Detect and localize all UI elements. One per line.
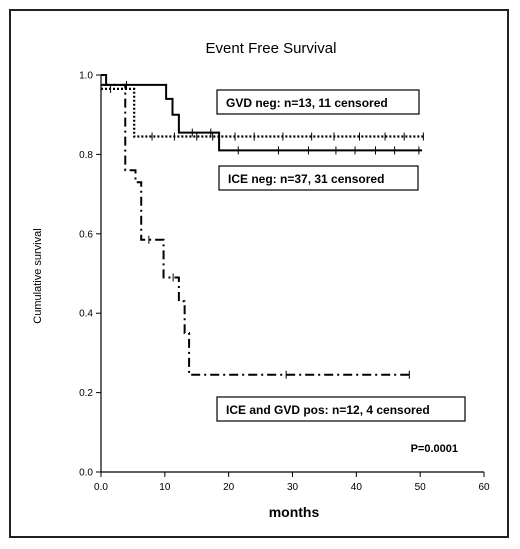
x-tick-label: 30	[287, 482, 299, 493]
axes: 0.0 10 20 30 40 50 60 0.0 0.2 0.4 0.6 0.8 1.0	[79, 71, 490, 494]
p-value: P=0.0001	[411, 443, 458, 455]
x-tick-label: 0.0	[94, 482, 108, 493]
survival-curve-dashdot	[101, 83, 410, 376]
legend-text-pos: ICE and GVD pos: n=12, 4 censored	[226, 403, 430, 417]
y-axis-label: Cumulative survival	[32, 228, 44, 323]
x-tick-label: 20	[223, 482, 235, 493]
survival-curve-dotted	[101, 87, 424, 138]
legend-box-pos: ICE and GVD pos: n=12, 4 censored	[216, 396, 466, 422]
y-tick-label: 0.0	[79, 468, 93, 479]
x-tick-label: 40	[351, 482, 363, 493]
y-tick-label: 0.4	[79, 309, 93, 320]
x-tick-label: 10	[159, 482, 171, 493]
legend-text-gvd: GVD neg: n=13, 11 censored	[226, 96, 388, 110]
y-tick-label: 0.8	[79, 150, 93, 161]
survival-chart: Event Free Survival 0.0 10 20 30 40 50 600.00.…	[32, 40, 490, 520]
chart-title: Event Free Survival	[206, 40, 337, 57]
x-axis-label: months	[269, 504, 320, 520]
legend-box-gvd: GVD neg: n=13, 11 censored	[216, 89, 420, 115]
series-dotted	[101, 84, 424, 141]
x-tick-label: 60	[478, 482, 490, 493]
series-solid	[101, 74, 423, 155]
series-layer	[101, 74, 424, 379]
x-tick-label: 50	[415, 482, 427, 493]
legend-box-ice: ICE neg: n=37, 31 censored	[218, 165, 419, 191]
legend-text-ice: ICE neg: n=37, 31 censored	[228, 172, 384, 186]
y-tick-label: 0.2	[79, 388, 93, 399]
y-tick-label: 1.0	[79, 71, 93, 82]
chart-frame: Event Free Survival 0.0 10 20 30 40 50 60 0.0 0.…	[9, 9, 509, 538]
series-dashdot	[101, 83, 410, 379]
y-tick-label: 0.6	[79, 229, 93, 240]
